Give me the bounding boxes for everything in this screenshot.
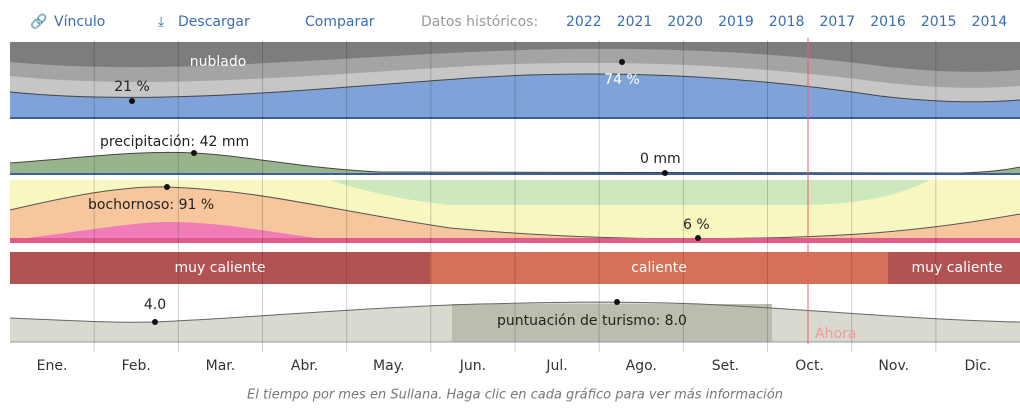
- now-label: Ahora: [815, 326, 856, 342]
- year-link[interactable]: 2020: [667, 14, 703, 30]
- min-label: 0 mm: [640, 151, 681, 167]
- min-dot: [662, 170, 668, 176]
- month-label: Ene.: [37, 358, 68, 374]
- max-label: 74 %: [604, 72, 640, 88]
- month-label: Oct.: [795, 358, 824, 374]
- month-label: Jun.: [459, 358, 486, 374]
- temp-band: [10, 252, 430, 284]
- icon-link[interactable]: 🔗: [30, 12, 48, 30]
- min-dot: [129, 98, 135, 104]
- panel-title: nublado: [190, 54, 247, 70]
- min-dot: [695, 235, 701, 241]
- humidity-line: [9, 186, 1020, 240]
- dry-area: [330, 180, 930, 205]
- base-band: [10, 238, 1020, 243]
- best-period: [452, 304, 772, 342]
- year-link[interactable]: 2018: [769, 14, 805, 30]
- months: Ene. Feb. Mar. Abr. May. Jun. Jul. Ago. Set. Oct.…: [37, 358, 992, 374]
- max-dot: [164, 184, 170, 190]
- year-link[interactable]: 2015: [921, 14, 957, 30]
- tourism-line: [9, 301, 1020, 323]
- month-label: Set.: [712, 358, 739, 374]
- temp-band: [888, 252, 1020, 284]
- max-dot: [619, 59, 625, 65]
- precip-line: [9, 151, 1020, 174]
- cloud-line: [9, 73, 1020, 103]
- band-label: caliente: [631, 260, 687, 276]
- month-grid: [93, 40, 937, 352]
- history-label: Datos históricos:: [421, 14, 538, 30]
- min-label: 21 %: [114, 79, 150, 95]
- month-label: Mar.: [206, 358, 236, 374]
- month-label: Abr.: [291, 358, 318, 374]
- year-link[interactable]: 2019: [718, 14, 754, 30]
- band-label: muy caliente: [175, 260, 266, 276]
- month-label: Jul.: [545, 358, 567, 374]
- year-link[interactable]: 2014: [972, 14, 1008, 30]
- min-dot: [152, 319, 158, 325]
- clear-area: [10, 74, 1020, 118]
- oppressive-area: [10, 222, 330, 243]
- caption: El tiempo por mes en Sullana. Haga clic …: [247, 388, 783, 403]
- max-label: bochornoso: 91 %: [88, 197, 214, 213]
- band-label: muy caliente: [912, 260, 1003, 276]
- years: 2022 2021 2020 2019 2018 2017 2016 2015 2014: [566, 14, 1007, 30]
- year-link[interactable]: 2021: [617, 14, 653, 30]
- link-descargar[interactable]: Descargar: [178, 14, 250, 30]
- year-link[interactable]: 2017: [820, 14, 856, 30]
- max-label: puntuación de turismo: 8.0: [497, 313, 687, 329]
- month-label: Ago.: [626, 358, 657, 374]
- temp-band: [430, 252, 888, 284]
- max-dot: [191, 150, 197, 156]
- precip-area: [10, 152, 1020, 174]
- humid-area: [10, 186, 1020, 243]
- year-link[interactable]: 2016: [870, 14, 906, 30]
- max-dot: [614, 299, 620, 305]
- month-label: Feb.: [122, 358, 151, 374]
- month-label: Dic.: [965, 358, 992, 374]
- month-label: Nov.: [878, 358, 909, 374]
- max-label: precipitación: 42 mm: [100, 134, 249, 150]
- icon-download[interactable]: ⤓: [158, 14, 164, 30]
- min-label: 4.0: [144, 297, 166, 313]
- link-comparar[interactable]: Comparar: [305, 14, 375, 30]
- year-link[interactable]: 2022: [566, 14, 602, 30]
- min-label: 6 %: [683, 217, 710, 233]
- link-vinculo[interactable]: Vínculo: [54, 14, 105, 30]
- month-label: May.: [373, 358, 404, 374]
